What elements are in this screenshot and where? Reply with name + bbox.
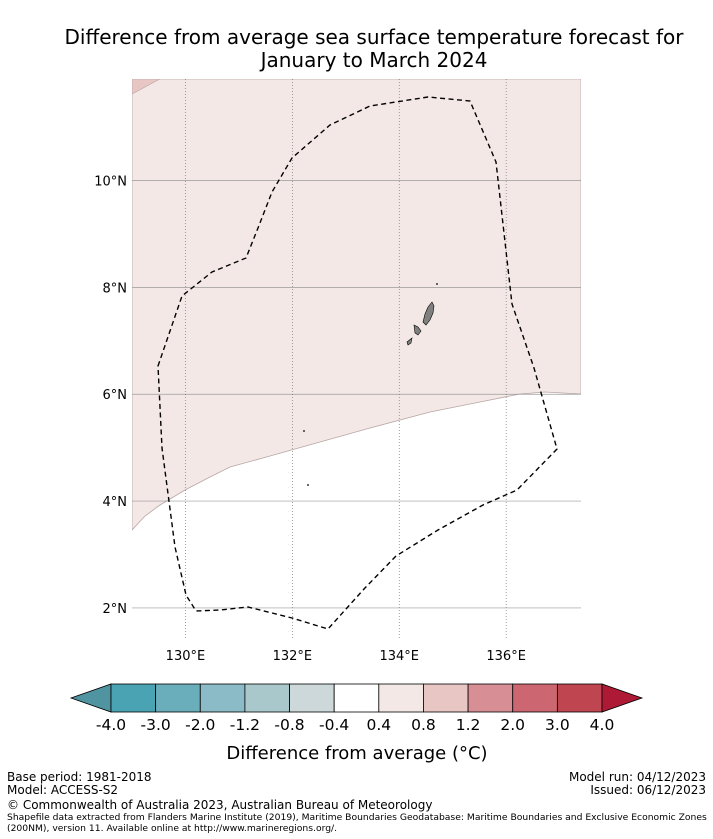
graticule <box>132 79 581 640</box>
colorbar-swatch <box>289 683 335 713</box>
copyright-text: © Commonwealth of Australia 2023, Austra… <box>7 798 433 812</box>
base-period-text: Base period: 1981-2018 <box>7 770 152 784</box>
colorbar-swatch <box>378 683 424 713</box>
colorbar-tick-label: 2.0 <box>500 716 525 734</box>
latitude-labels: 10°N 8°N 6°N 4°N 2°N <box>94 175 127 617</box>
eez-boundary-line <box>157 96 558 630</box>
shapefile-credit-line-1: Shapefile data extracted from Flanders M… <box>7 812 707 823</box>
colorbar-tick-label: -1.2 <box>230 716 260 734</box>
longitude-label: 136°E <box>486 649 526 664</box>
shapefile-credit-line-2: (200NM), version 11. Available online at… <box>7 823 338 834</box>
colorbar-tick-label: -0.4 <box>319 716 349 734</box>
colorbar: -4.0 -3.0 -2.0 -1.2 -0.8 -0.4 0.4 0.8 1.2 2.0 3.0 4… <box>69 683 644 764</box>
issued-text: Issued: 06/12/2023 <box>590 783 706 797</box>
latitude-label: 2°N <box>103 602 128 617</box>
kayangel-atoll <box>436 283 438 285</box>
sonsorol-island <box>303 430 305 432</box>
pulo-anna-island <box>307 484 309 486</box>
longitude-label: 130°E <box>166 649 206 664</box>
colorbar-tick-label: 3.0 <box>545 716 570 734</box>
colorbar-swatch <box>155 683 201 713</box>
colorbar-swatch <box>244 683 290 713</box>
koror-islands <box>413 324 422 336</box>
longitude-label: 132°E <box>273 649 313 664</box>
colorbar-title: Difference from average (°C) <box>226 743 487 764</box>
babeldaob-island <box>422 301 435 326</box>
colorbar-swatches <box>69 683 644 713</box>
colorbar-tick-label: -0.8 <box>274 716 304 734</box>
warmer-region-shading <box>132 79 161 95</box>
colorbar-extend-low <box>69 683 112 713</box>
colorbar-swatch <box>333 683 380 713</box>
model-run-text: Model run: 04/12/2023 <box>568 770 706 784</box>
colorbar-tick-labels: -4.0 -3.0 -2.0 -1.2 -0.8 -0.4 0.4 0.8 1.2 2.0 3.0 4… <box>96 716 614 734</box>
colorbar-tick-label: -2.0 <box>185 716 215 734</box>
palau-islands <box>303 283 438 486</box>
latitude-label: 10°N <box>94 175 127 190</box>
map-title-line-2: January to March 2024 <box>260 48 488 72</box>
colorbar-swatch <box>467 683 514 713</box>
colorbar-tick-label: 1.2 <box>456 716 481 734</box>
colorbar-swatch <box>199 683 246 713</box>
map-panel: 10°N 8°N 6°N 4°N 2°N 130°E 132°E 134°E 136°E <box>94 79 581 664</box>
latitude-label: 6°N <box>103 388 128 403</box>
colorbar-tick-label: 0.8 <box>411 716 436 734</box>
latitude-label: 8°N <box>103 281 128 296</box>
longitude-label: 134°E <box>379 649 419 664</box>
colorbar-swatch <box>423 683 469 713</box>
colorbar-tick-label: 0.4 <box>366 716 391 734</box>
colorbar-swatch <box>512 683 558 713</box>
colorbar-tick-label: -3.0 <box>141 716 171 734</box>
latitude-label: 4°N <box>103 495 128 510</box>
colorbar-swatch <box>556 683 603 713</box>
peleliu-islands <box>406 337 413 346</box>
colorbar-tick-label: 4.0 <box>590 716 615 734</box>
longitude-labels: 130°E 132°E 134°E 136°E <box>166 649 526 664</box>
colorbar-extend-high <box>601 683 644 713</box>
anomaly-region-shading <box>132 79 581 531</box>
colorbar-swatch <box>110 683 157 713</box>
map-title-line-1: Difference from average sea surface temp… <box>64 25 684 49</box>
model-text: Model: ACCESS-S2 <box>7 783 119 797</box>
colorbar-tick-label: -4.0 <box>96 716 126 734</box>
